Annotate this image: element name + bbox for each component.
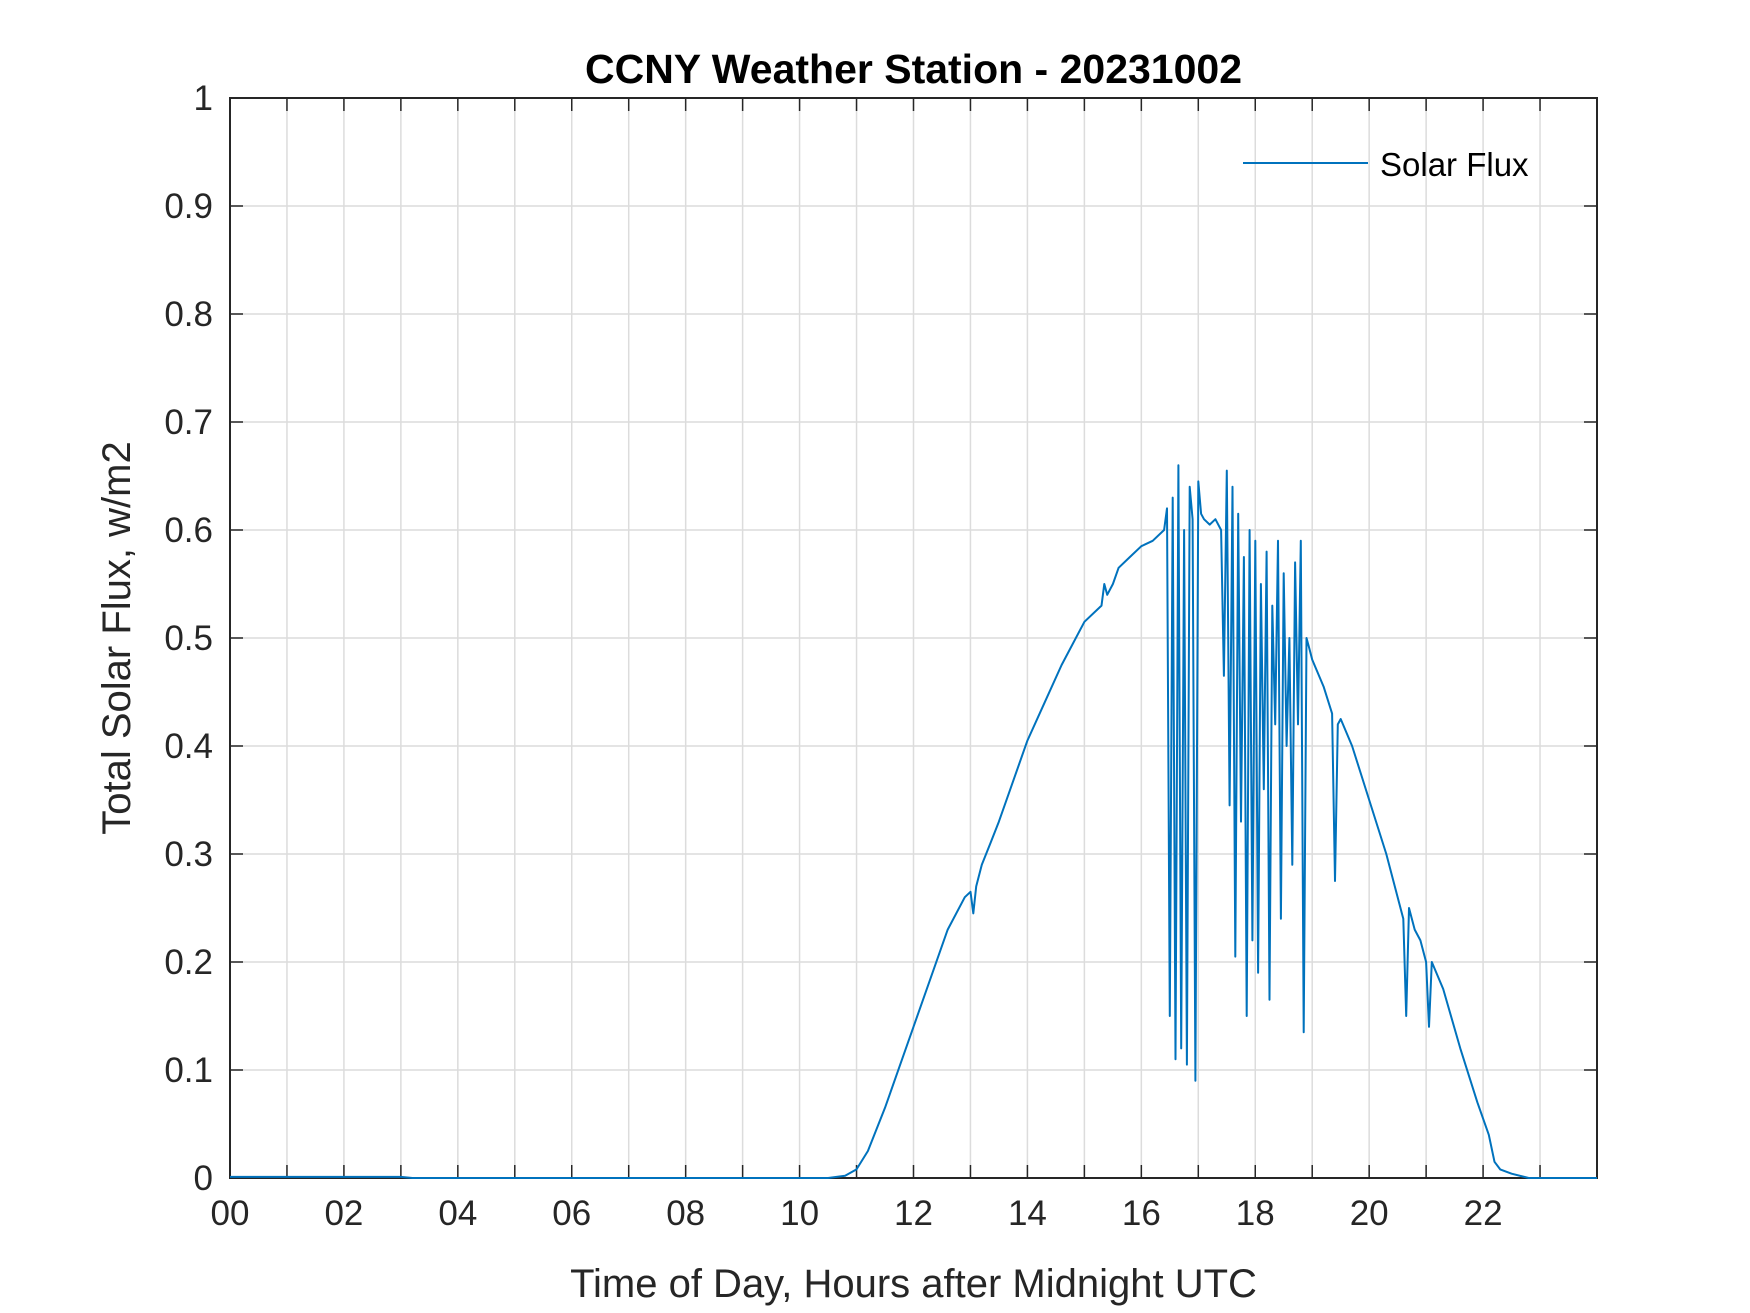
y-axis-tick-labels: 0 0.1 0.2 0.3 0.4 0.5 0.6 0.7 0.8 0.9 1 bbox=[164, 79, 213, 1198]
x-tick-label: 20 bbox=[1350, 1194, 1389, 1233]
y-tick-label: 0.6 bbox=[164, 511, 213, 550]
y-tick-label: 0 bbox=[194, 1159, 213, 1198]
series-line-solar-flux bbox=[230, 464, 1597, 1179]
y-tick-label: 0.4 bbox=[164, 727, 213, 766]
chart-title: CCNY Weather Station - 20231002 bbox=[585, 46, 1242, 92]
y-axis-title: Total Solar Flux, w/m2 bbox=[95, 441, 139, 834]
x-tick-label: 10 bbox=[780, 1194, 819, 1233]
x-tick-label: 16 bbox=[1122, 1194, 1161, 1233]
y-tick-label: 0.2 bbox=[164, 943, 213, 982]
x-axis-title: Time of Day, Hours after Midnight UTC bbox=[570, 1262, 1257, 1306]
x-tick-label: 22 bbox=[1464, 1194, 1503, 1233]
x-tick-label: 12 bbox=[894, 1194, 933, 1233]
x-tick-label: 06 bbox=[552, 1194, 591, 1233]
y-tick-label: 0.7 bbox=[164, 403, 213, 442]
legend-label-solar-flux: Solar Flux bbox=[1380, 146, 1529, 183]
x-tick-label: 14 bbox=[1008, 1194, 1047, 1233]
legend: Solar Flux bbox=[1243, 146, 1529, 183]
x-tick-label: 18 bbox=[1236, 1194, 1275, 1233]
x-tick-label: 08 bbox=[666, 1194, 705, 1233]
x-tick-label: 00 bbox=[211, 1194, 250, 1233]
y-tick-label: 0.3 bbox=[164, 835, 213, 874]
grid bbox=[230, 98, 1597, 1178]
x-axis-tick-labels: 00 02 04 06 08 10 12 14 16 18 20 22 bbox=[211, 1194, 1503, 1233]
axis-ticks bbox=[229, 97, 1598, 1179]
y-tick-label: 0.1 bbox=[164, 1051, 213, 1090]
y-tick-label: 0.9 bbox=[164, 187, 213, 226]
x-tick-label: 04 bbox=[438, 1194, 477, 1233]
y-tick-label: 0.8 bbox=[164, 295, 213, 334]
y-tick-label: 0.5 bbox=[164, 619, 213, 658]
x-tick-label: 02 bbox=[324, 1194, 363, 1233]
y-tick-label: 1 bbox=[194, 79, 213, 118]
